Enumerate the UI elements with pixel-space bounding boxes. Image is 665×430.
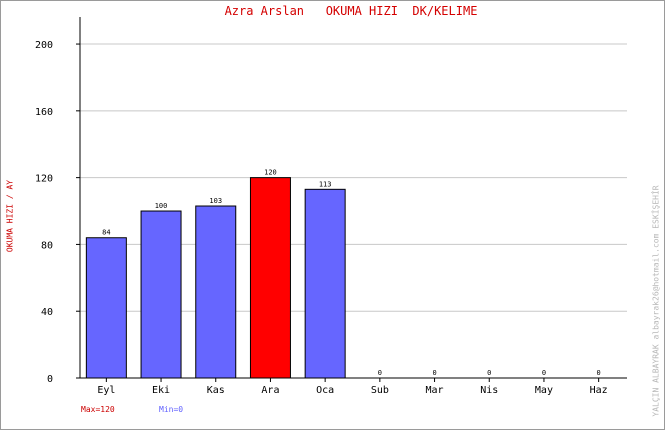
data-label: 0 [597,369,601,377]
legend-max: Max=120 [81,405,115,414]
x-tick-label: Oca [316,385,334,396]
bar [140,210,182,379]
data-label: 100 [155,202,168,210]
bar [304,188,346,379]
x-tick-label: May [535,385,553,396]
legend-min: Min=0 [159,405,184,414]
y-tick-label: 120 [35,174,53,185]
data-label: 0 [487,369,491,377]
data-label: 0 [542,369,546,377]
x-tick-label: Eyl [97,385,115,396]
x-tick-label: Nis [480,385,498,396]
data-label: 103 [209,197,222,205]
bar [85,237,127,379]
data-label: 120 [264,169,277,177]
x-tick-label: Kas [207,385,225,396]
y-tick-label: 0 [47,374,53,385]
y-tick-label: 200 [35,40,53,51]
bar [249,177,291,379]
data-label: 113 [319,180,332,188]
data-label: 0 [378,369,382,377]
x-tick-label: Sub [371,385,389,396]
y-tick-label: 160 [35,107,53,118]
x-tick-label: Haz [590,385,608,396]
data-label: 84 [102,229,110,237]
x-tick-label: Ara [261,385,279,396]
x-tick-label: Eki [152,385,170,396]
chart-title: Azra Arslan OKUMA HIZI DK/KELIME [224,4,478,18]
y-tick-label: 80 [41,240,53,251]
data-label: 0 [432,369,436,377]
y-tick-label: 40 [41,307,53,318]
bar [195,205,237,379]
x-tick-label: Mar [426,385,444,396]
